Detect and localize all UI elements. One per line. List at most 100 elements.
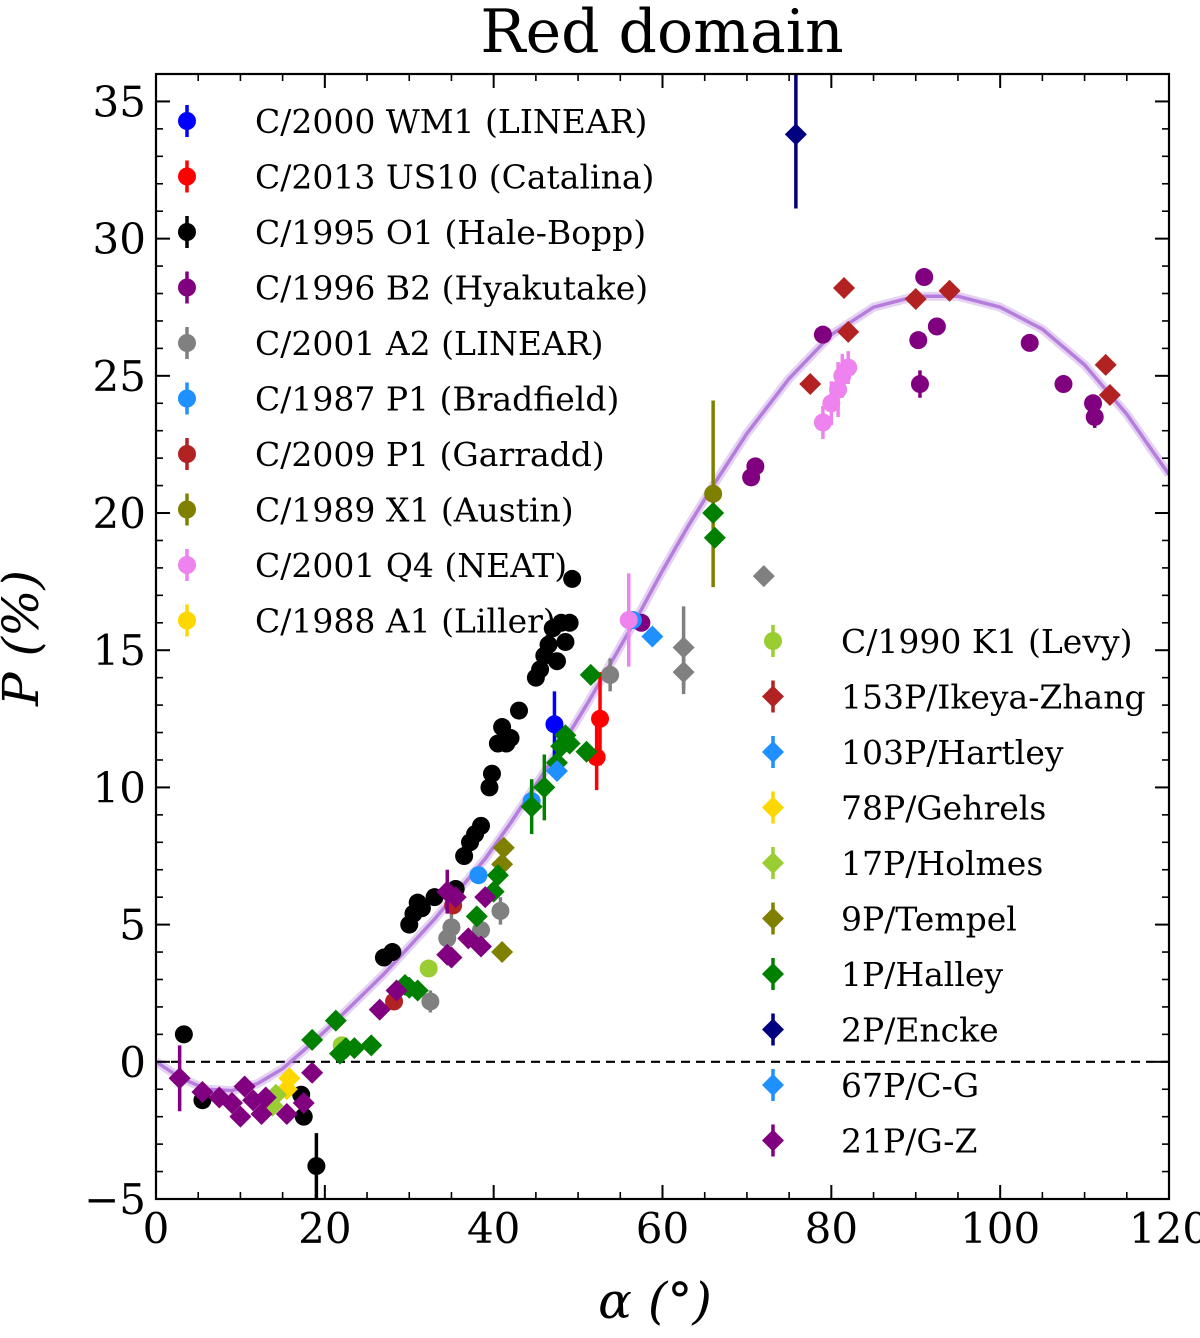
- data-point-diamond: [1098, 384, 1121, 407]
- data-point-diamond: [254, 1086, 277, 1109]
- data-point-circle: [813, 413, 832, 432]
- legend-item: 153P/Ikeya-Zhang: [762, 678, 1146, 717]
- legend-item: C/1995 O1 (Hale-Bopp): [178, 213, 646, 252]
- data-point-diamond: [641, 625, 664, 648]
- data-point-circle: [915, 268, 934, 287]
- data-point-circle: [472, 816, 491, 835]
- data-point-circle: [910, 375, 929, 394]
- data-point-circle: [383, 943, 402, 962]
- data-point-diamond: [832, 277, 855, 300]
- data-point-circle: [412, 899, 431, 918]
- data-point-circle: [591, 709, 610, 728]
- data-point-diamond: [575, 740, 598, 763]
- data-point-circle: [482, 764, 501, 783]
- legend-item: C/2009 P1 (Garradd): [178, 435, 605, 474]
- legend-left: C/2000 WM1 (LINEAR) C/2013 US10 (Catalina…: [178, 102, 654, 641]
- data-point-diamond: [368, 998, 391, 1021]
- legend-label: C/1996 B2 (Hyakutake): [255, 269, 648, 308]
- data-point-diamond: [837, 320, 860, 343]
- data-point-diamond: [702, 502, 725, 525]
- legend-marker-diamond: [762, 685, 784, 708]
- data-point-circle: [746, 457, 765, 476]
- data-point-circle: [509, 701, 528, 720]
- data-point-circle: [619, 611, 638, 630]
- data-point-circle: [174, 1025, 193, 1044]
- legend-label: C/2001 A2 (LINEAR): [255, 324, 604, 363]
- data-point-circle: [1020, 333, 1039, 352]
- data-point-circle: [491, 901, 510, 920]
- data-point-diamond: [486, 864, 509, 887]
- series-c-2013-us10-catalina: [587, 672, 610, 791]
- data-point-diamond: [465, 905, 488, 928]
- legend-marker-circle: [178, 167, 196, 186]
- chart-title: Red domain: [480, 0, 843, 67]
- legend-label: 17P/Holmes: [841, 844, 1043, 883]
- data-point-diamond: [799, 373, 822, 396]
- legend-item: 103P/Hartley: [762, 733, 1064, 772]
- x-tick-label: 60: [636, 1204, 689, 1253]
- y-tick-label: 35: [93, 77, 146, 126]
- data-point-diamond: [250, 1102, 273, 1125]
- legend-label: C/2000 WM1 (LINEAR): [255, 102, 647, 141]
- data-point-circle: [1054, 375, 1073, 394]
- legend-item: 78P/Gehrels: [762, 789, 1046, 828]
- legend-item: C/2001 Q4 (NEAT): [178, 546, 567, 585]
- legend-item: C/2000 WM1 (LINEAR): [178, 102, 647, 141]
- data-point-diamond: [385, 979, 408, 1002]
- data-point-diamond: [292, 1091, 315, 1114]
- data-point-circle: [539, 635, 558, 654]
- series-2p-encke: [784, 74, 807, 209]
- legend-item: 17P/Holmes: [762, 844, 1043, 883]
- legend-item: C/1988 A1 (Liller): [178, 602, 556, 641]
- x-axis-label: α (°): [598, 1272, 712, 1330]
- series-c-1996-b2-hyakutake: [632, 268, 1104, 632]
- legend-marker-diamond: [762, 852, 784, 874]
- legend-label: C/1988 A1 (Liller): [255, 602, 556, 641]
- data-point-diamond: [703, 526, 726, 549]
- data-point-diamond: [558, 732, 581, 755]
- data-point-circle: [531, 660, 550, 679]
- data-point-diamond: [406, 979, 429, 1002]
- data-point-diamond: [491, 941, 514, 964]
- y-axis-label: P (%): [0, 570, 50, 707]
- data-point-diamond: [545, 759, 568, 782]
- data-point-diamond: [579, 663, 602, 686]
- legend-marker-diamond: [762, 796, 784, 819]
- y-tick-label: 30: [93, 215, 146, 264]
- x-tick-label: 80: [805, 1204, 858, 1253]
- data-point-circle: [419, 959, 438, 978]
- data-point-diamond: [470, 935, 493, 958]
- legend-marker-circle: [178, 611, 196, 630]
- legend-item: 67P/C-G: [762, 1066, 979, 1105]
- data-point-circle: [455, 847, 474, 866]
- series-103p-hartley: [641, 625, 664, 648]
- legend-label: 103P/Hartley: [841, 733, 1064, 772]
- data-point-circle: [601, 665, 620, 684]
- data-point-diamond: [784, 123, 807, 146]
- legend-marker-circle: [178, 445, 196, 463]
- series-1p-halley: [301, 502, 726, 1065]
- legend-label: 153P/Ikeya-Zhang: [841, 678, 1146, 717]
- data-point-diamond: [191, 1080, 214, 1103]
- legend-item: 1P/Halley: [762, 955, 1003, 994]
- data-point-circle: [547, 652, 566, 671]
- legend-label: C/2001 Q4 (NEAT): [255, 546, 567, 585]
- series-153p-ikeya-zhang: [799, 277, 1121, 407]
- data-point-circle: [556, 632, 575, 651]
- legend-label: C/2013 US10 (Catalina): [255, 158, 654, 197]
- data-point-diamond: [672, 661, 695, 684]
- legend-item: 21P/G-Z: [762, 1122, 977, 1161]
- data-point-circle: [545, 715, 564, 734]
- data-point-circle: [421, 992, 440, 1011]
- legend-label: 1P/Halley: [841, 955, 1003, 994]
- data-point-circle: [1084, 394, 1103, 413]
- data-point-circle: [813, 325, 832, 344]
- data-point-circle: [560, 613, 579, 632]
- data-point-diamond: [168, 1067, 191, 1090]
- data-point-diamond: [220, 1091, 243, 1114]
- legend-marker-diamond: [762, 907, 784, 930]
- legend-label: 21P/G-Z: [841, 1122, 977, 1161]
- legend-label: C/1990 K1 (Levy): [841, 622, 1132, 661]
- legend-right: C/1990 K1 (Levy) 153P/Ikeya-Zhang 103P/Har…: [762, 622, 1146, 1161]
